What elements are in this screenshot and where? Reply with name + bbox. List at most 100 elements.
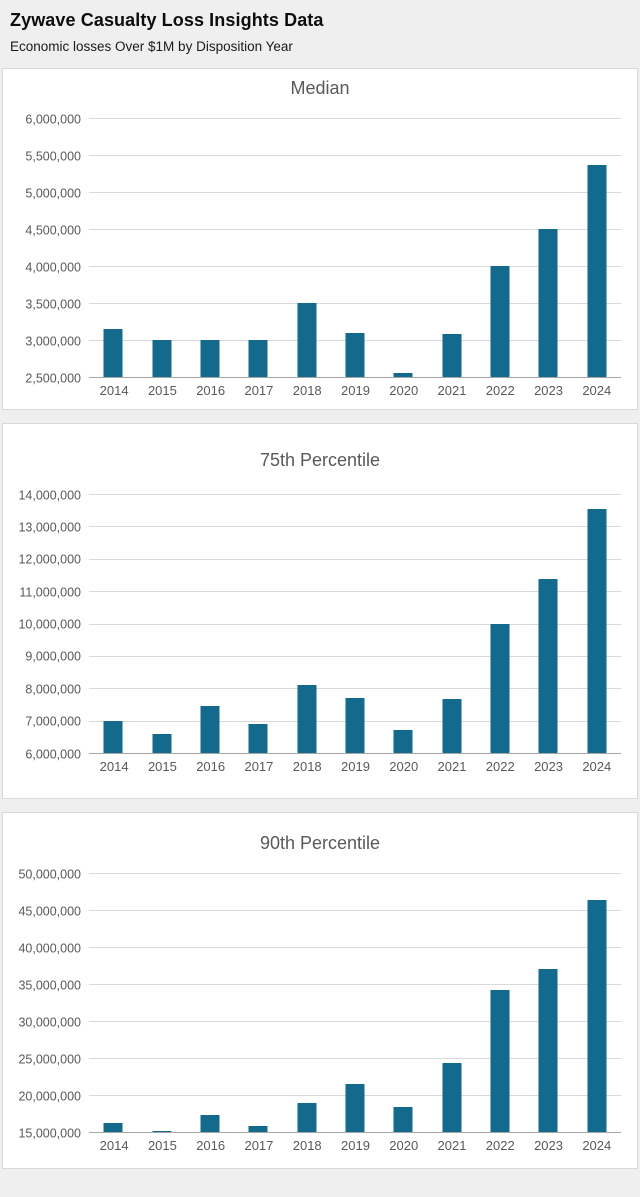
y-tick-label: 3,000,000 xyxy=(25,333,81,348)
bar-2017 xyxy=(248,723,268,753)
bar-2018 xyxy=(297,1103,317,1132)
y-axis: 15,000,000 20,000,000 25,000,000 30,000,000… xyxy=(3,868,89,1139)
bars-group xyxy=(89,874,621,1132)
bar-column-2014 xyxy=(89,495,137,753)
x-tick-label: 2019 xyxy=(341,1138,370,1153)
plot-row: 2,500,000 3,000,000 3,500,000 4,000,000 4,50… xyxy=(3,113,637,384)
x-tick-label: 2016 xyxy=(196,383,226,398)
x-tick-label: 2015 xyxy=(147,383,177,398)
x-tick-label: 2024 xyxy=(582,1138,612,1153)
y-tick-label: 11,000,000 xyxy=(19,584,81,599)
bar-2023 xyxy=(538,969,558,1132)
x-tick-label: 2014 xyxy=(99,759,129,774)
y-tick-label: 15,000,000 xyxy=(18,1125,81,1140)
y-tick-label: 6,000,000 xyxy=(25,111,81,126)
plot-area xyxy=(89,873,621,1133)
gridline xyxy=(89,558,621,560)
plot-row: 6,000,000 7,000,000 8,000,000 9,000,000 10,0… xyxy=(3,489,637,760)
gridline xyxy=(89,494,621,495)
x-tick-label: 2021 xyxy=(437,759,467,774)
bar-column-2017 xyxy=(234,495,282,753)
gridline xyxy=(89,910,621,911)
bar-column-2015 xyxy=(137,874,185,1132)
x-tick-label: 2024 xyxy=(582,383,612,398)
x-axis: 2014 2015 2016 2017 2018 2019 2020 2021 2022 2023… xyxy=(90,1138,621,1154)
chart-card-75th-percentile: 75th Percentile 6,000,000 7,000,000 8,000,0… xyxy=(2,423,638,799)
bar-column-2016 xyxy=(186,119,234,377)
bar-column-2017 xyxy=(234,119,282,377)
bar-2014 xyxy=(103,328,123,377)
bar-2024 xyxy=(587,900,607,1132)
bar-2018 xyxy=(297,303,317,377)
bar-column-2024 xyxy=(573,874,621,1132)
bar-column-2018 xyxy=(282,495,330,753)
x-axis: 2014 2015 2016 2017 2018 2019 2020 2021 2022 2023… xyxy=(90,759,621,775)
bar-2016 xyxy=(200,1115,220,1132)
bar-2014 xyxy=(103,1123,123,1132)
x-tick-label: 2016 xyxy=(196,759,226,774)
gridline xyxy=(89,873,621,874)
bar-column-2018 xyxy=(282,119,330,377)
gridline xyxy=(89,526,621,528)
bar-column-2020 xyxy=(379,874,427,1132)
bar-column-2019 xyxy=(331,495,379,753)
gridline xyxy=(89,947,621,948)
bar-2022 xyxy=(490,989,510,1132)
page-title: Zywave Casualty Loss Insights Data xyxy=(10,10,324,30)
bar-2017 xyxy=(248,340,268,377)
x-tick-label: 2018 xyxy=(292,383,322,398)
x-tick-label: 2020 xyxy=(389,1138,419,1153)
bar-column-2021 xyxy=(428,495,476,753)
bar-column-2016 xyxy=(186,495,234,753)
y-tick-label: 2,500,000 xyxy=(25,370,81,385)
page-subtitle: Economic losses Over $1M by Disposition … xyxy=(10,39,293,54)
bar-column-2023 xyxy=(524,874,572,1132)
chart-card-90th-percentile: 90th Percentile 15,000,000 20,000,000 25,00… xyxy=(2,812,638,1169)
bar-2020 xyxy=(393,1106,413,1132)
bar-column-2024 xyxy=(573,495,621,753)
bar-2022 xyxy=(490,623,510,753)
chart-title: 90th Percentile xyxy=(259,833,381,853)
bar-column-2018 xyxy=(282,874,330,1132)
x-tick-label: 2022 xyxy=(485,759,515,774)
y-tick-label: 4,500,000 xyxy=(25,222,81,237)
y-tick-label: 4,000,000 xyxy=(25,259,81,274)
y-tick-label: 35,000,000 xyxy=(18,977,81,992)
bar-column-2022 xyxy=(476,119,524,377)
bar-column-2015 xyxy=(137,119,185,377)
bars-group xyxy=(89,495,621,753)
x-axis: 2014 2015 2016 2017 2018 2019 2020 2021 2022 2023… xyxy=(90,383,621,399)
bar-2019 xyxy=(345,332,365,377)
bar-column-2022 xyxy=(476,495,524,753)
gridline xyxy=(89,1058,621,1059)
bar-2019 xyxy=(345,1083,365,1132)
x-tick-label: 2021 xyxy=(437,383,467,398)
x-tick-label: 2020 xyxy=(389,383,419,398)
bar-column-2022 xyxy=(476,874,524,1132)
x-tick-label: 2024 xyxy=(582,759,612,774)
bar-2021 xyxy=(442,1063,462,1132)
y-tick-label: 8,000,000 xyxy=(25,682,81,696)
bar-column-2015 xyxy=(137,495,185,753)
bar-column-2023 xyxy=(524,495,572,753)
x-tick-label: 2017 xyxy=(244,1138,274,1153)
x-tick-label: 2015 xyxy=(147,759,177,774)
gridline xyxy=(89,192,621,193)
x-tick-label: 2023 xyxy=(534,759,563,774)
bar-2016 xyxy=(200,706,220,753)
bar-2024 xyxy=(587,164,607,377)
y-tick-label: 3,500,000 xyxy=(25,296,81,311)
y-tick-label: 20,000,000 xyxy=(18,1088,81,1103)
bars-group xyxy=(89,119,621,377)
x-tick-label: 2019 xyxy=(341,383,370,398)
x-tick-label: 2023 xyxy=(534,1138,563,1153)
bar-2021 xyxy=(442,334,462,377)
bar-2022 xyxy=(490,266,510,377)
bar-2020 xyxy=(393,373,413,377)
bar-2021 xyxy=(442,698,462,753)
bar-2018 xyxy=(297,685,317,753)
y-tick-label: 6,000,000 xyxy=(25,746,81,761)
y-tick-label: 30,000,000 xyxy=(18,1014,81,1029)
chart-title: Median xyxy=(290,78,350,98)
y-tick-label: 13,000,000 xyxy=(18,520,81,535)
